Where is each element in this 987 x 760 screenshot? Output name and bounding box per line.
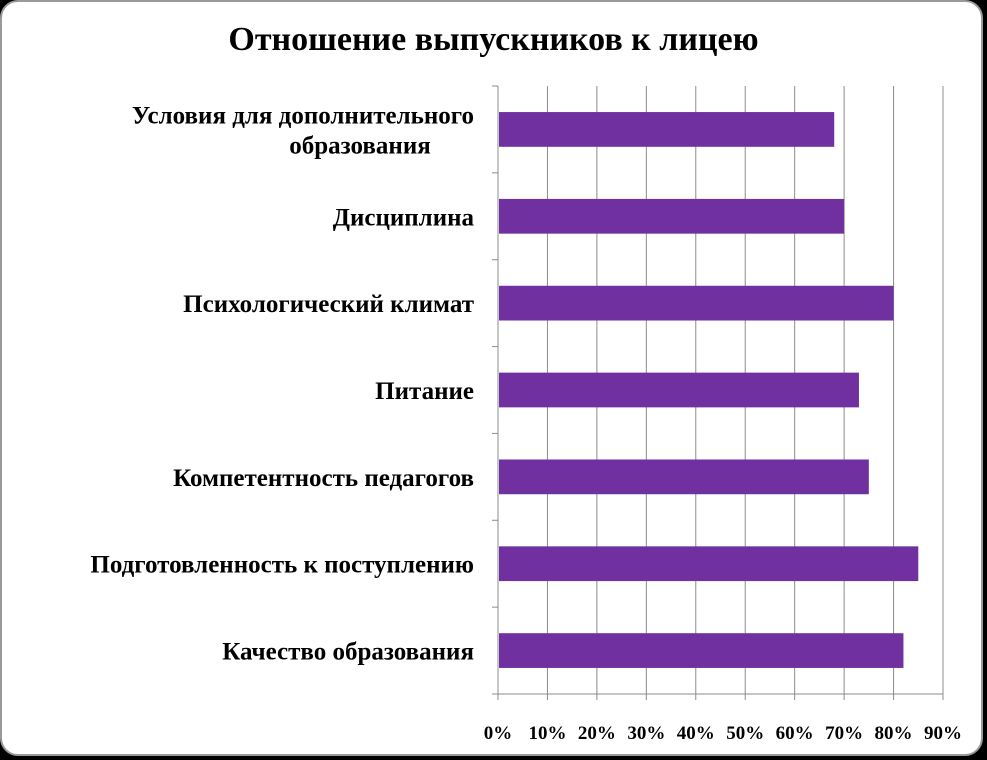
bar [499, 112, 835, 147]
x-tick-label: 10% [528, 723, 566, 744]
x-tick-label: 90% [924, 723, 962, 744]
x-tick-label: 30% [627, 723, 665, 744]
x-tick-label: 60% [776, 723, 814, 744]
x-tick-label: 0% [484, 723, 513, 744]
x-tick-label: 20% [578, 723, 616, 744]
category-label: Компетентность педагогов [173, 465, 474, 492]
x-tick-label: 80% [875, 723, 913, 744]
bar [499, 633, 904, 668]
x-tick-label: 40% [677, 723, 715, 744]
category-label: Психологический климат [183, 291, 474, 318]
category-label: Условия для дополнительного образования [132, 102, 474, 159]
category-label-line: Подготовленность к поступлению [90, 552, 474, 579]
bar [499, 459, 869, 495]
category-label-line: Психологический климат [183, 291, 474, 318]
bar [499, 546, 919, 582]
x-tick-label: 50% [726, 723, 764, 744]
category-label: Качество образования [222, 639, 474, 666]
bar [499, 372, 859, 408]
category-label-line: Условия для дополнительного [132, 102, 474, 129]
bar [499, 285, 894, 321]
category-label: Дисциплина [333, 204, 475, 231]
category-label-line: Дисциплина [333, 204, 475, 231]
category-label-line: Качество образования [222, 639, 474, 666]
category-label-line: Компетентность педагогов [173, 465, 474, 492]
category-label: Подготовленность к поступлению [90, 552, 474, 579]
category-label-line: образования [289, 132, 431, 159]
bar [499, 198, 845, 234]
chart-title: Отношение выпускников к лицею [228, 21, 759, 58]
category-label: Питание [375, 378, 474, 405]
x-tick-label: 70% [825, 723, 863, 744]
category-label-line: Питание [375, 378, 474, 405]
